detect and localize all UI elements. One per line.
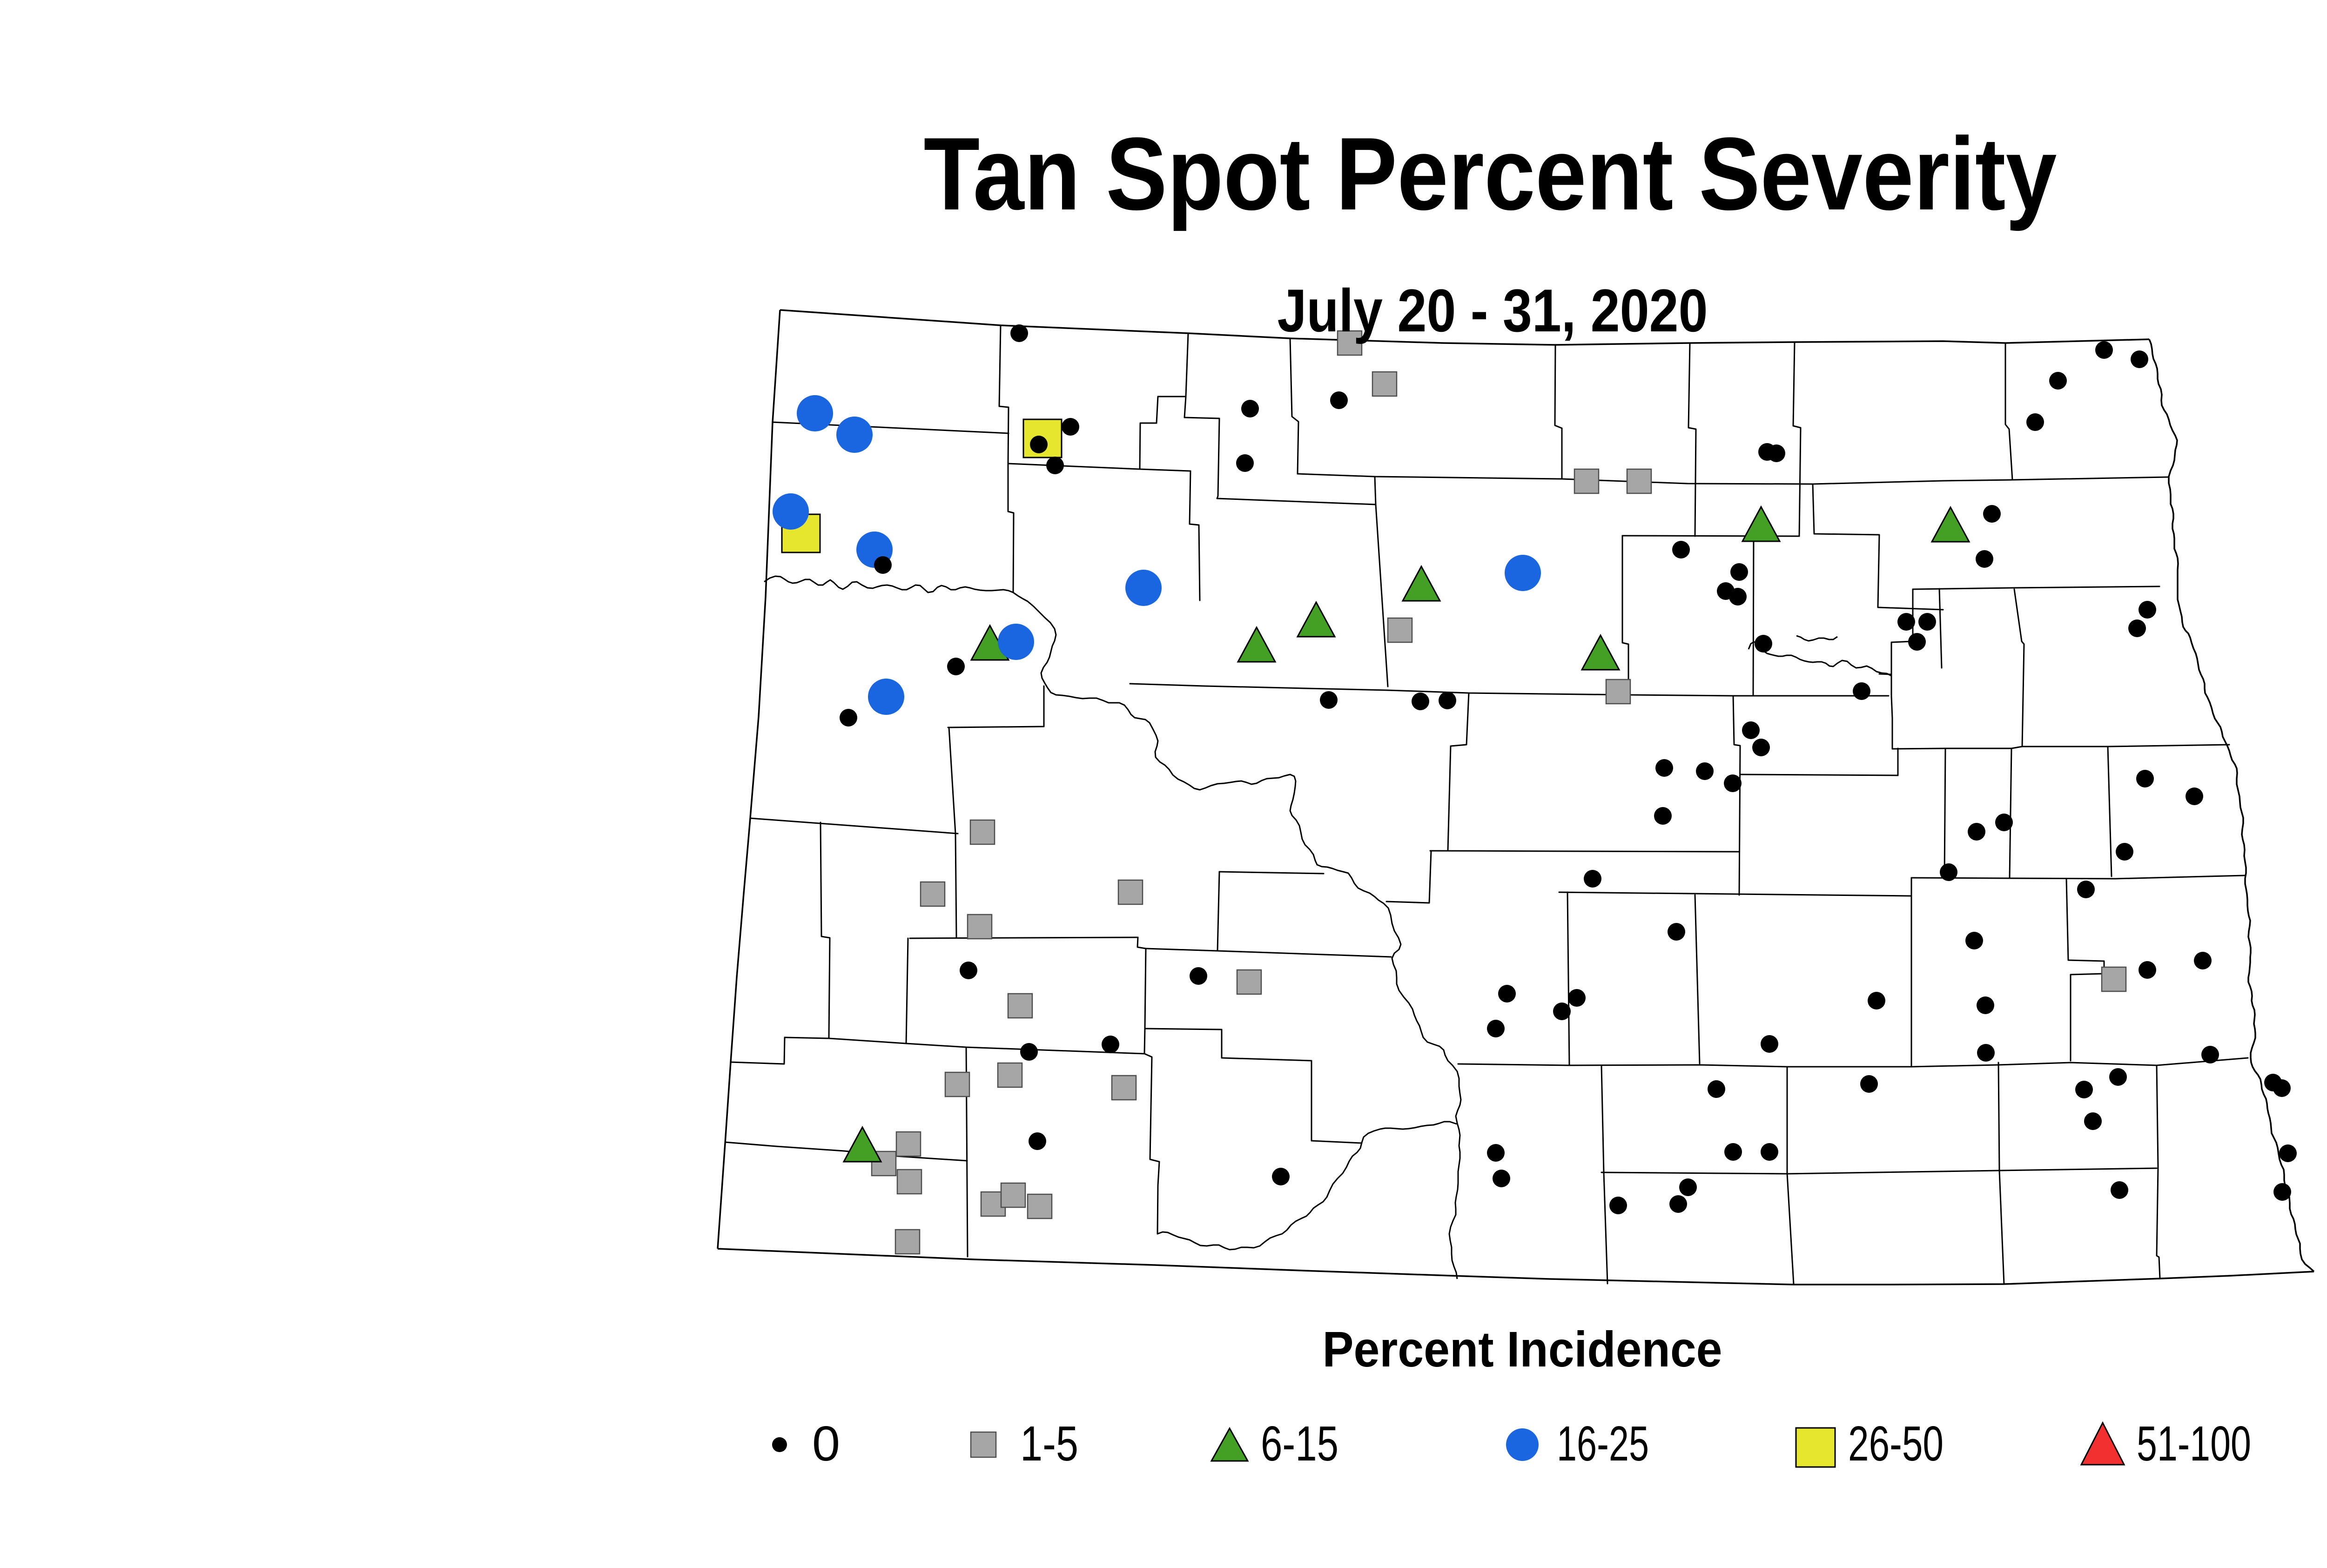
svg-text:Percent Incidence: Percent Incidence xyxy=(1323,1321,1722,1377)
svg-text:16-25: 16-25 xyxy=(1557,1416,1649,1471)
svg-text:July 20 - 31, 2020: July 20 - 31, 2020 xyxy=(1278,276,1708,344)
svg-text:0: 0 xyxy=(812,1416,840,1471)
svg-text:6-15: 6-15 xyxy=(1261,1416,1338,1471)
svg-text:Tan Spot Percent Severity: Tan Spot Percent Severity xyxy=(924,116,2057,232)
svg-text:26-50: 26-50 xyxy=(1848,1416,1944,1471)
svg-text:1-5: 1-5 xyxy=(1020,1416,1078,1471)
svg-text:51-100: 51-100 xyxy=(2137,1416,2251,1471)
